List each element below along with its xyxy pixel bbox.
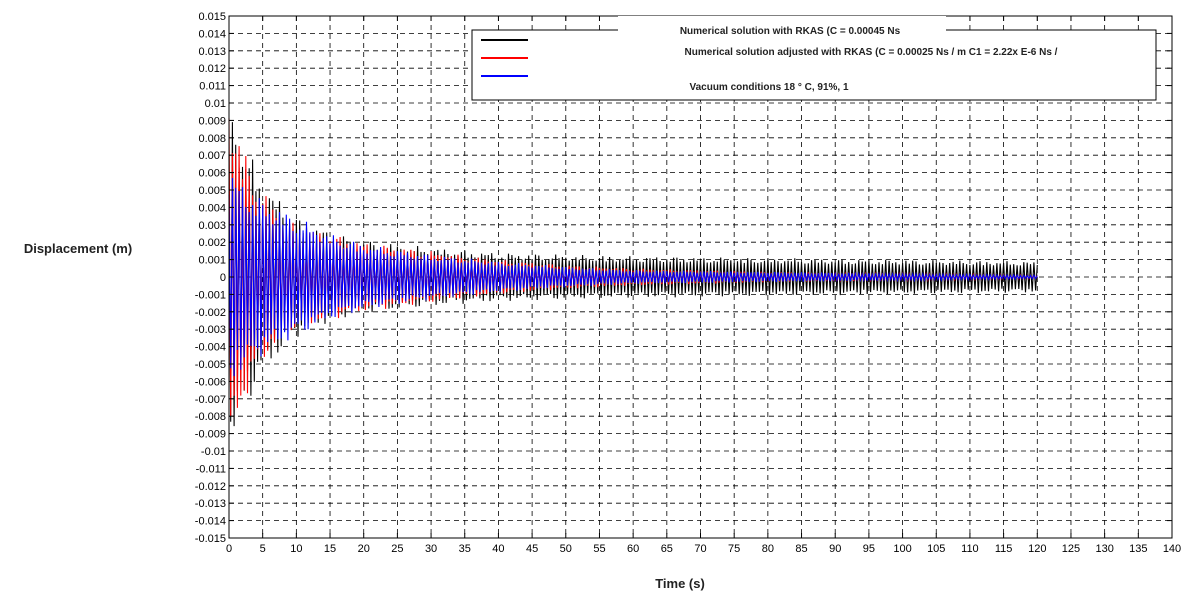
- x-tick-label: 35: [459, 543, 471, 555]
- x-tick-label: 70: [694, 543, 706, 555]
- y-tick-label: 0.002: [198, 237, 226, 249]
- series-line-1: [228, 122, 1038, 427]
- x-tick-label: 45: [526, 543, 538, 555]
- x-tick-label: 105: [927, 543, 945, 555]
- y-axis-title: Displacement (m): [24, 241, 132, 256]
- x-tick-label: 80: [762, 543, 774, 555]
- y-tick-label: 0.005: [198, 185, 226, 197]
- x-tick-label: 115: [995, 543, 1013, 555]
- x-tick-label: 135: [1129, 543, 1147, 555]
- y-tick-label: -0.015: [195, 533, 226, 545]
- y-tick-label: -0.01: [201, 446, 226, 458]
- y-tick-label: 0: [220, 272, 226, 284]
- legend-entry-2: Numerical solution adjusted with RKAS (C…: [685, 47, 1058, 58]
- y-tick-label: -0.007: [195, 394, 226, 406]
- x-tick-label: 85: [795, 543, 807, 555]
- y-tick-labels: 0.015 0.014 0.013 0.012 0.011 0.01 0.009 0.008 0…: [195, 11, 226, 545]
- y-tick-label: -0.008: [195, 411, 226, 423]
- y-tick-label: 0.013: [198, 46, 226, 58]
- tick-marks: [228, 15, 1173, 539]
- x-tick-label: 55: [593, 543, 605, 555]
- y-tick-label: -0.013: [195, 498, 226, 510]
- y-tick-label: 0.012: [198, 63, 226, 75]
- x-tick-label: 65: [661, 543, 673, 555]
- y-tick-label: 0.009: [198, 115, 226, 127]
- y-tick-label: 0.014: [198, 28, 226, 40]
- x-tick-label: 140: [1163, 543, 1181, 555]
- x-tick-label: 10: [290, 543, 302, 555]
- y-tick-label: -0.014: [195, 516, 226, 528]
- x-tick-label: 125: [1062, 543, 1080, 555]
- x-tick-label: 100: [893, 543, 911, 555]
- legend-entry-1: Numerical solution with RKAS (C = 0.0004…: [680, 26, 901, 37]
- y-tick-label: -0.012: [195, 481, 226, 493]
- y-tick-label: -0.005: [195, 359, 226, 371]
- x-tick-label: 120: [1028, 543, 1046, 555]
- legend-overlay-top: [618, 16, 946, 36]
- y-tick-label: 0.004: [198, 202, 226, 214]
- x-tick-label: 60: [627, 543, 639, 555]
- y-tick-label: -0.004: [195, 342, 226, 354]
- x-tick-label: 95: [863, 543, 875, 555]
- x-axis-title: Time (s): [655, 576, 705, 591]
- y-tick-label: 0.015: [198, 11, 226, 23]
- x-tick-label: 40: [492, 543, 504, 555]
- legend-entry-3: Vacuum conditions 18 ° C, 91%, 1: [689, 82, 848, 93]
- y-tick-label: -0.001: [195, 289, 226, 301]
- x-tick-label: 30: [425, 543, 437, 555]
- x-tick-labels: 0 5 10 15 20 25 30 35 40 45 50 55 60 65 70 75 80 85 90 95 10…: [226, 543, 1181, 555]
- y-tick-label: 0.008: [198, 133, 226, 145]
- x-tick-label: 25: [391, 543, 403, 555]
- y-tick-label: -0.011: [196, 463, 226, 475]
- y-tick-label: 0.003: [198, 220, 226, 232]
- y-tick-label: 0.006: [198, 168, 226, 180]
- y-tick-label: -0.009: [195, 429, 226, 441]
- y-tick-label: 0.01: [205, 98, 226, 110]
- y-tick-label: 0.011: [199, 81, 226, 93]
- x-tick-label: 130: [1095, 543, 1113, 555]
- series-line-3: [228, 177, 1038, 377]
- y-tick-label: -0.003: [195, 324, 226, 336]
- x-tick-label: 0: [226, 543, 232, 555]
- x-tick-label: 75: [728, 543, 740, 555]
- y-tick-label: -0.002: [195, 307, 226, 319]
- y-tick-label: 0.007: [198, 150, 226, 162]
- series-layer: [228, 117, 1038, 427]
- x-tick-label: 50: [560, 543, 572, 555]
- x-tick-label: 15: [324, 543, 336, 555]
- y-tick-label: 0.001: [198, 255, 226, 267]
- y-tick-label: -0.006: [195, 376, 226, 388]
- x-tick-label: 90: [829, 543, 841, 555]
- legend: Numerical solution with RKAS (C = 0.0004…: [471, 16, 1157, 101]
- x-tick-label: 5: [260, 543, 266, 555]
- x-tick-label: 110: [961, 543, 979, 555]
- x-tick-label: 20: [358, 543, 370, 555]
- legend-overlay-bottom: [618, 68, 900, 90]
